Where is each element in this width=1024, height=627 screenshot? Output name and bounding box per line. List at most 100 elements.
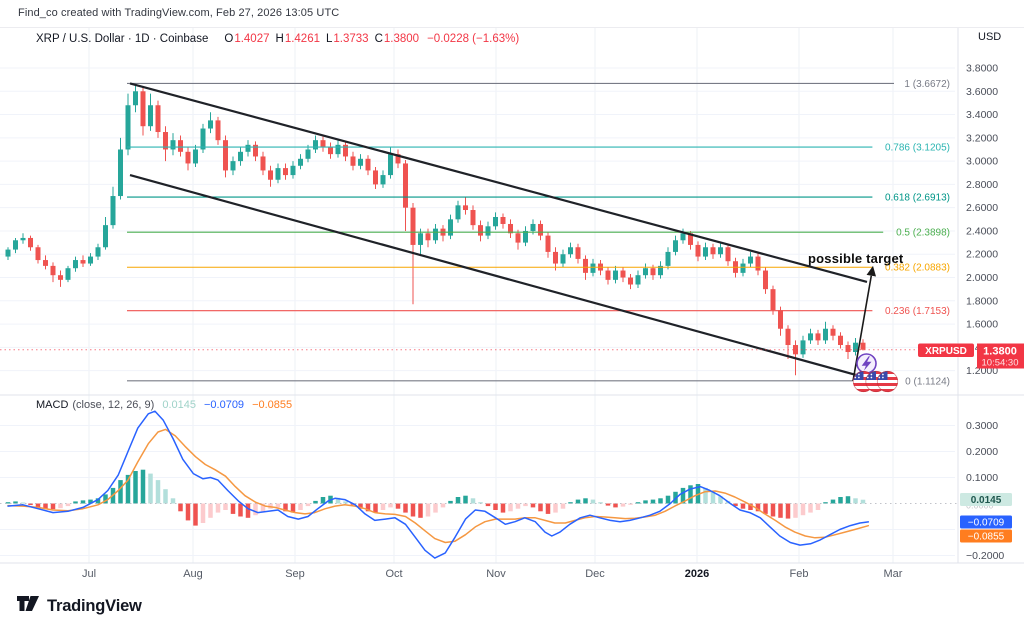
macd-histogram-bar xyxy=(755,503,761,512)
candle-body xyxy=(335,144,341,155)
candle-body xyxy=(350,156,356,166)
macd-histogram-bar xyxy=(208,503,213,518)
candle-body xyxy=(320,140,326,148)
candle-body xyxy=(620,270,626,278)
macd-histogram-bar xyxy=(223,503,228,510)
candle-body xyxy=(65,268,71,280)
price-axis-currency[interactable]: USD xyxy=(978,31,1002,43)
symbol-button[interactable]: XRP / U.S. Dollar · 1D · Coinbase xyxy=(36,33,209,45)
candle-body xyxy=(793,345,798,355)
candle-body xyxy=(43,260,48,266)
time-axis[interactable]: Jul Aug Sep Oct Nov Dec 2026 Feb Mar xyxy=(82,568,903,580)
macd-histogram-bar xyxy=(770,503,776,517)
symbol-price-tag xyxy=(918,343,974,357)
macd-histogram-bar xyxy=(283,503,288,512)
trend-channel[interactable] xyxy=(129,82,876,382)
candle-body xyxy=(493,216,498,227)
price-tick-label: 3.4000 xyxy=(966,109,998,121)
macd-histogram-bar xyxy=(28,503,33,506)
macd-histogram-bar xyxy=(613,503,618,508)
candle-body xyxy=(523,230,528,243)
macd-histogram-bar xyxy=(163,489,168,504)
candle-body xyxy=(95,247,101,257)
candle-body xyxy=(305,149,311,159)
macd-histogram-bar xyxy=(50,503,56,510)
macd-value-badge-text: −0.0709 xyxy=(968,518,1005,529)
candle-body xyxy=(170,140,176,150)
candle-body xyxy=(635,275,641,285)
price-tick-label: 3.8000 xyxy=(966,63,998,75)
price-tick-label: 1.6000 xyxy=(966,319,998,331)
candle-body xyxy=(403,163,408,208)
us-flag-emoji-sticker[interactable] xyxy=(877,371,899,392)
sticker-layer[interactable] xyxy=(852,353,899,393)
macd-histogram-bar xyxy=(583,498,588,504)
macd-histogram-bar xyxy=(58,503,63,509)
tradingview-logo-icon[interactable] xyxy=(16,593,40,619)
macd-histogram-bar xyxy=(523,503,528,507)
macd-histogram-bar xyxy=(320,497,326,504)
candle-body xyxy=(163,132,168,150)
candle-body xyxy=(380,175,386,185)
price-axis[interactable]: 3.8000 3.6000 3.4000 3.2000 3.0000 2.8000 2.60… xyxy=(966,63,998,378)
macd-histogram-bar xyxy=(290,503,296,513)
candle-body xyxy=(253,144,258,157)
macd-legend: MACD (close, 12, 26, 9) 0.0145 −0.0709 −… xyxy=(36,399,292,411)
fib-retracement[interactable]: 1 (3.6672) 0.786 (3.1205) 0.618 (2.6913) 0.… xyxy=(127,79,950,387)
macd-histogram-bar xyxy=(253,503,258,516)
target-arrow-line[interactable] xyxy=(852,275,873,382)
ohlc-close-label: C xyxy=(374,33,383,45)
candle-body xyxy=(275,168,281,180)
fib-label: 0.618 (2.6913) xyxy=(885,193,950,204)
candle-body xyxy=(853,342,858,353)
candle-body xyxy=(200,128,206,150)
macd-line xyxy=(7,410,870,559)
channel-lower-line[interactable] xyxy=(129,174,876,382)
time-axis-label: Nov xyxy=(486,568,506,580)
candle-body xyxy=(268,170,273,180)
possible-target-annotation[interactable]: possible target xyxy=(808,251,904,266)
tradingview-wordmark[interactable]: TradingView xyxy=(47,596,142,615)
target-arrow-head xyxy=(866,265,877,277)
macd-histogram-bar xyxy=(388,503,393,508)
macd-histogram-bar xyxy=(650,499,656,504)
lightning-bolt-icon xyxy=(861,356,872,371)
macd-histogram-bar xyxy=(403,503,408,513)
macd-histogram-bar xyxy=(823,502,828,504)
macd-histogram-bar xyxy=(140,469,146,504)
macd-histogram-bar xyxy=(665,495,671,504)
ohlc-change-value: −0.0228 (−1.63%) xyxy=(427,33,520,45)
footer: TradingView xyxy=(16,593,142,619)
current-price-badge xyxy=(977,343,1024,369)
macd-histogram-bar xyxy=(500,503,506,513)
candle-body xyxy=(193,149,198,164)
candle-body xyxy=(530,223,536,231)
time-axis-label: Jul xyxy=(82,568,96,580)
candle-body xyxy=(845,345,851,353)
macd-histogram-bar xyxy=(800,503,806,516)
macd-histogram-bar xyxy=(73,501,78,504)
macd-title[interactable]: MACD xyxy=(36,399,69,411)
channel-upper-line[interactable] xyxy=(129,82,868,284)
bar-countdown-text: 10:54:30 xyxy=(982,358,1019,369)
candle-body xyxy=(418,233,423,245)
price-tick-label: 2.0000 xyxy=(966,272,998,284)
fib-label: 0.382 (2.0883) xyxy=(885,263,950,274)
candle-body xyxy=(770,289,776,311)
macd-histogram-bar xyxy=(448,500,453,504)
macd-histogram-bar xyxy=(628,503,633,505)
macd-histogram-bar xyxy=(538,503,543,512)
current-price-text: 1.3800 xyxy=(983,346,1017,358)
macd-pane[interactable] xyxy=(0,410,976,559)
candles-layer xyxy=(5,83,866,376)
fib-label: 0 (1.1124) xyxy=(905,376,950,387)
macd-histogram-bar xyxy=(170,498,176,504)
candle-body xyxy=(515,233,521,243)
candle-body xyxy=(688,233,693,245)
candle-body xyxy=(650,268,656,276)
macd-histogram-bar xyxy=(20,502,26,504)
time-axis-label: Sep xyxy=(285,568,305,580)
candle-body xyxy=(553,251,558,264)
drawings-layer[interactable]: possible target xyxy=(808,251,904,382)
